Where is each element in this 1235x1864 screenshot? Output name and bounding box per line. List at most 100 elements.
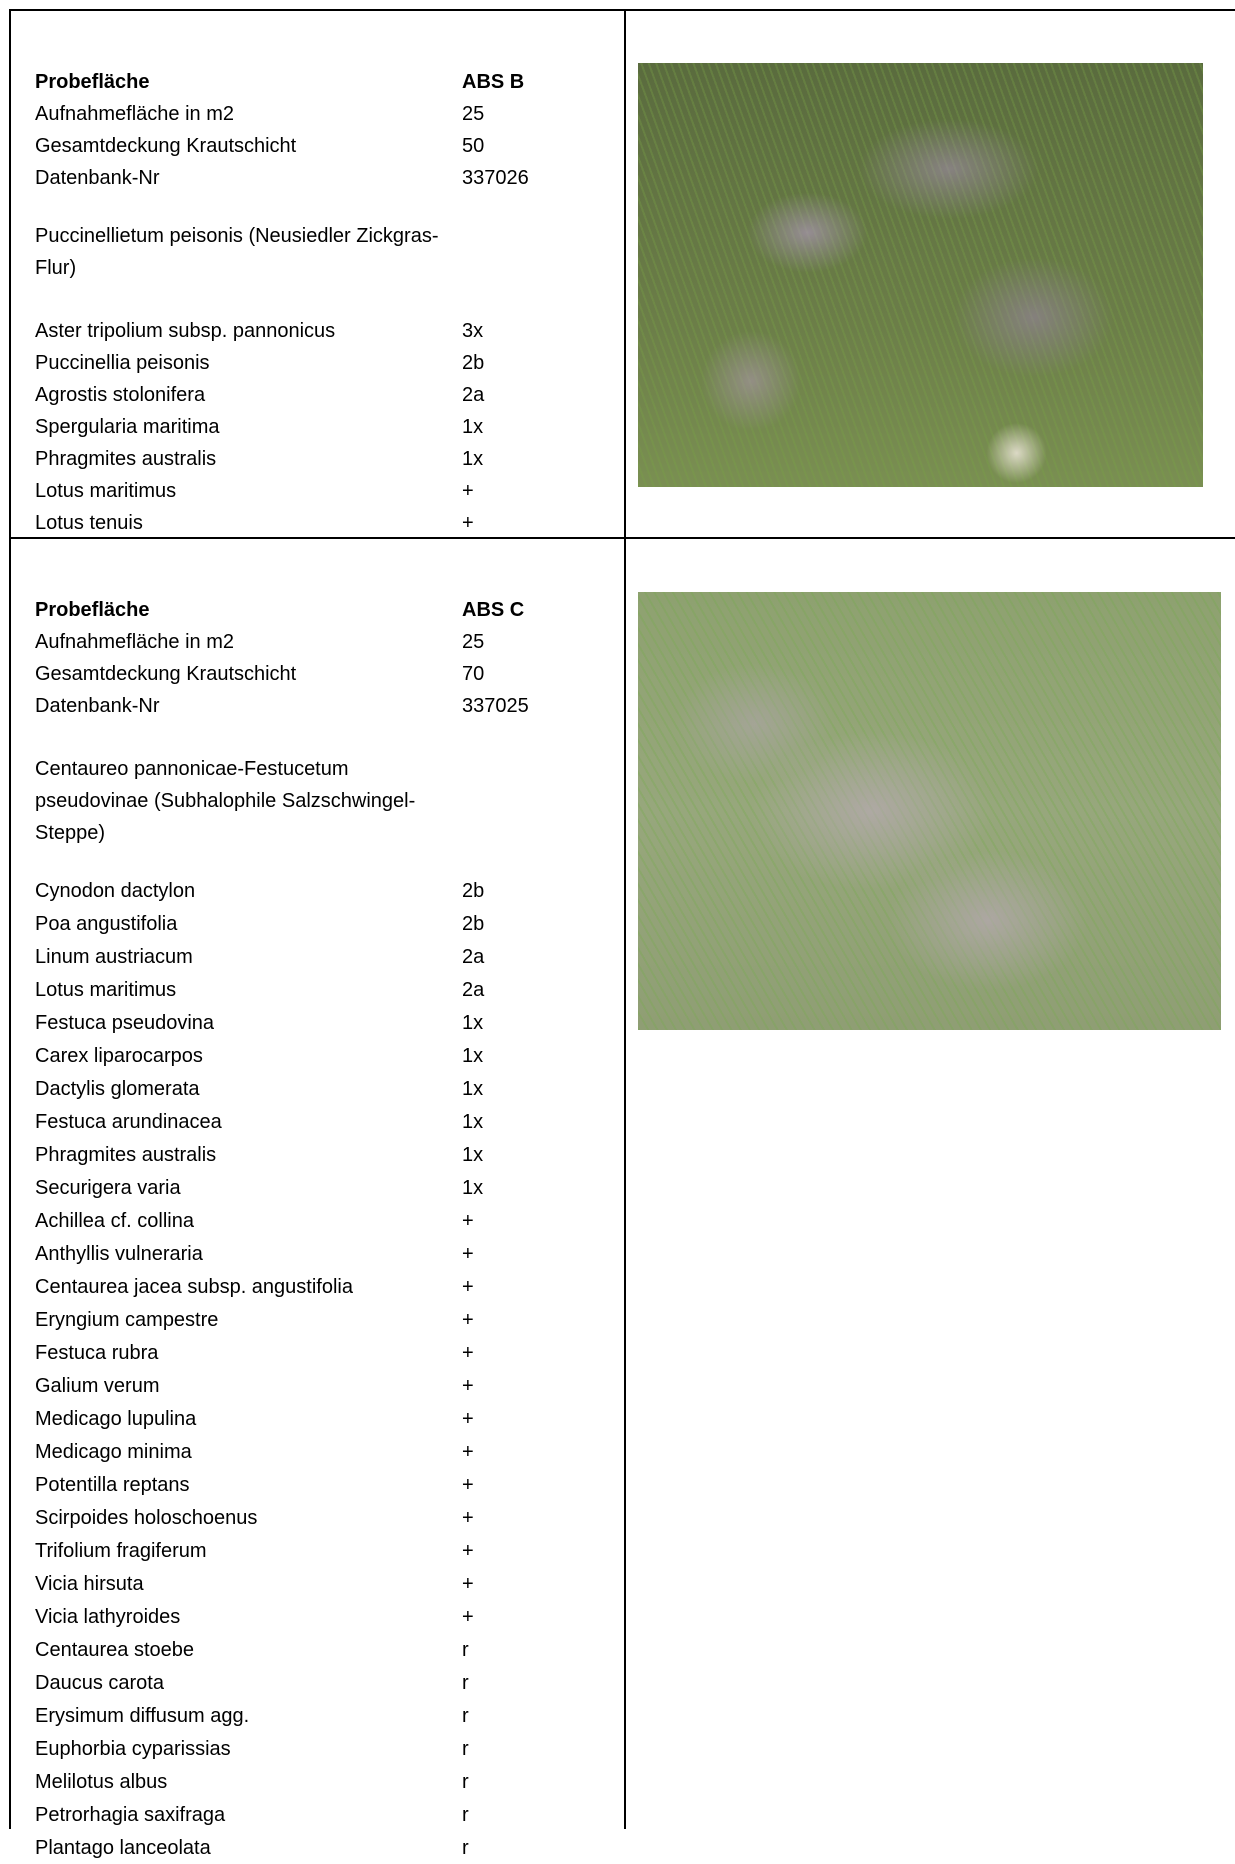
row: Aufnahmefläche in m2 25 xyxy=(35,98,484,130)
table-border xyxy=(624,9,626,1829)
row: Erysimum diffusum agg. r xyxy=(35,1700,469,1732)
value: 1x xyxy=(462,1111,484,1133)
value: + xyxy=(462,1408,474,1430)
row: Datenbank-Nr 337025 xyxy=(35,690,529,722)
row: Phragmites australis 1x xyxy=(35,443,483,475)
row: Aufnahmefläche in m2 25 xyxy=(35,626,484,658)
label: Medicago minima xyxy=(35,1441,192,1463)
label: Dactylis glomerata xyxy=(35,1078,200,1100)
row: Lotus maritimus 2a xyxy=(35,974,484,1006)
value: 50 xyxy=(462,135,485,157)
row: Festuca pseudovina 1x xyxy=(35,1007,483,1039)
row: Vicia lathyroides + xyxy=(35,1601,474,1633)
row: Daucus carota r xyxy=(35,1667,469,1699)
table-border xyxy=(9,9,1235,11)
row: Anthyllis vulneraria + xyxy=(35,1238,474,1270)
value: 2b xyxy=(462,913,485,935)
value: + xyxy=(462,1342,474,1364)
label: Scirpoides holoschoenus xyxy=(35,1507,258,1529)
value: + xyxy=(462,1243,474,1265)
value: r xyxy=(462,1837,469,1859)
photo xyxy=(638,63,1203,487)
value: r xyxy=(462,1771,469,1793)
value: + xyxy=(462,1309,474,1331)
value: + xyxy=(462,1540,474,1562)
row: Probefläche ABS B xyxy=(35,66,524,98)
row: Spergularia maritima 1x xyxy=(35,411,483,443)
value: + xyxy=(462,1375,474,1397)
row: Trifolium fragiferum + xyxy=(35,1535,474,1567)
row: Medicago minima + xyxy=(35,1436,474,1468)
label: Erysimum diffusum agg. xyxy=(35,1705,250,1727)
label: Centaurea jacea subsp. angustifolia xyxy=(35,1276,353,1298)
label: Festuca rubra xyxy=(35,1342,159,1364)
row: Datenbank-Nr 337026 xyxy=(35,162,529,194)
label: Lotus maritimus xyxy=(35,480,177,502)
label: Centaurea stoebe xyxy=(35,1639,195,1661)
photo xyxy=(638,592,1221,1030)
label: Euphorbia cyparissias xyxy=(35,1738,231,1760)
row: Lotus maritimus + xyxy=(35,475,474,507)
value: ABS B xyxy=(462,71,525,93)
label: Festuca arundinacea xyxy=(35,1111,222,1133)
value: 2a xyxy=(462,979,485,1001)
value: 1x xyxy=(462,1012,484,1034)
row: Centaurea jacea subsp. angustifolia + xyxy=(35,1271,474,1303)
value: 3x xyxy=(462,320,484,342)
value: + xyxy=(462,1507,474,1529)
row: Gesamtdeckung Krautschicht 50 xyxy=(35,130,484,162)
table-border xyxy=(9,9,11,1829)
label: Potentilla reptans xyxy=(35,1474,190,1496)
label: Aufnahmefläche in m2 xyxy=(35,631,235,653)
value: 1x xyxy=(462,1045,484,1067)
row: Lotus tenuis + xyxy=(35,507,474,539)
community: Centaureo pannonicae-Festucetum pseudovi… xyxy=(35,758,416,844)
value: 1x xyxy=(462,1177,484,1199)
table-border xyxy=(9,537,1235,539)
value: r xyxy=(462,1804,469,1826)
value: r xyxy=(462,1672,469,1694)
row: Festuca rubra + xyxy=(35,1337,474,1369)
label: Plantago lanceolata xyxy=(35,1837,211,1859)
community: Puccinellietum peisonis (Neusiedler Zick… xyxy=(35,225,439,279)
label: Vicia hirsuta xyxy=(35,1573,144,1595)
label: Melilotus albus xyxy=(35,1771,168,1793)
row: Centaurea stoebe r xyxy=(35,1634,469,1666)
row: Linum austriacum 2a xyxy=(35,941,484,973)
value: + xyxy=(462,1606,474,1628)
label: Galium verum xyxy=(35,1375,160,1397)
label: Linum austriacum xyxy=(35,946,193,968)
label: Aufnahmefläche in m2 xyxy=(35,103,235,125)
row: Carex liparocarpos 1x xyxy=(35,1040,483,1072)
label: Carex liparocarpos xyxy=(35,1045,203,1067)
row: Eryngium campestre + xyxy=(35,1304,474,1336)
value: + xyxy=(462,1210,474,1232)
label: Cynodon dactylon xyxy=(35,880,196,902)
value: 70 xyxy=(462,663,485,685)
value: r xyxy=(462,1738,469,1760)
row: Medicago lupulina + xyxy=(35,1403,474,1435)
value: + xyxy=(462,1573,474,1595)
value: r xyxy=(462,1705,469,1727)
label: Phragmites australis xyxy=(35,448,217,470)
row: Puccinellia peisonis 2b xyxy=(35,347,484,379)
value: 1x xyxy=(462,448,484,470)
value: 2a xyxy=(462,384,485,406)
row: Dactylis glomerata 1x xyxy=(35,1073,483,1105)
row: Phragmites australis 1x xyxy=(35,1139,483,1171)
value: 1x xyxy=(462,416,484,438)
value: + xyxy=(462,1441,474,1463)
value: 337026 xyxy=(462,167,529,189)
label: Datenbank-Nr xyxy=(35,167,160,189)
value: 337025 xyxy=(462,695,529,717)
row: Achillea cf. collina + xyxy=(35,1205,474,1237)
value: + xyxy=(462,1276,474,1298)
value: 1x xyxy=(462,1144,484,1166)
row: Vicia hirsuta + xyxy=(35,1568,474,1600)
value: + xyxy=(462,512,474,534)
value: 2b xyxy=(462,880,485,902)
label: Festuca pseudovina xyxy=(35,1012,215,1034)
value: 1x xyxy=(462,1078,484,1100)
label: Puccinellia peisonis xyxy=(35,352,210,374)
